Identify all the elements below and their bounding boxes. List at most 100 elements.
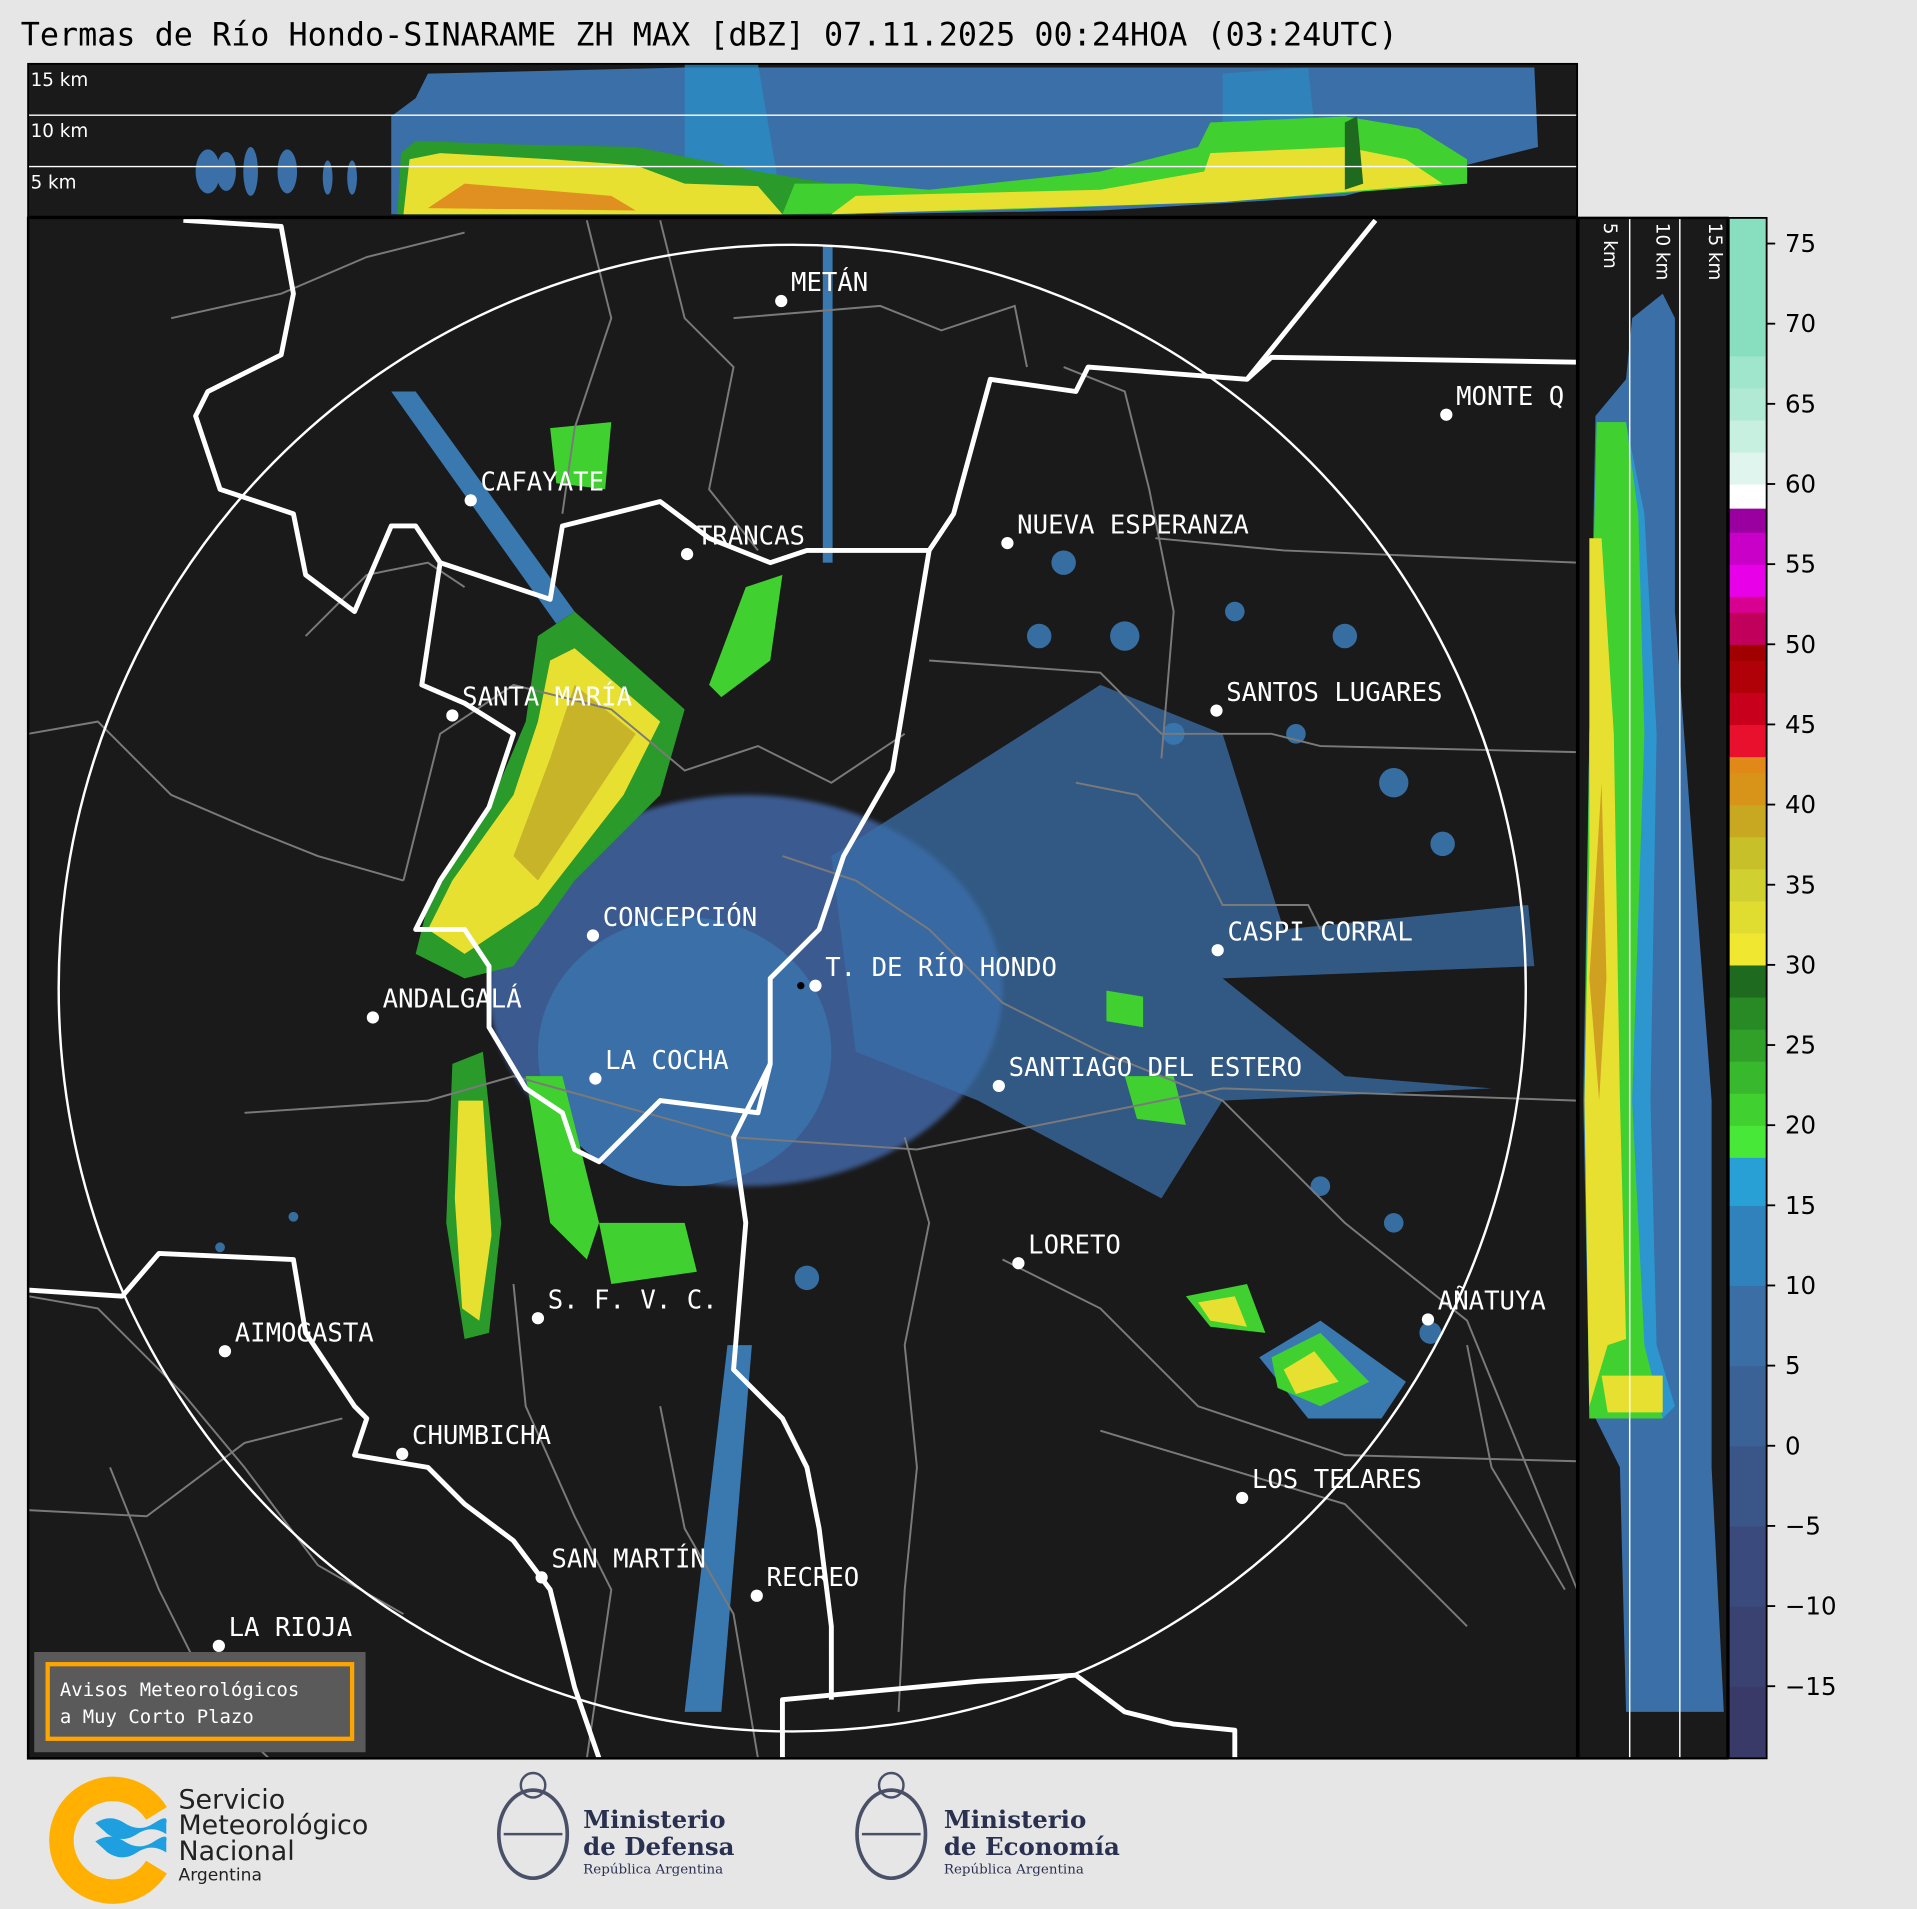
city-label: LORETO bbox=[1028, 1230, 1121, 1260]
city-label: LA RIOJA bbox=[229, 1613, 353, 1643]
city-marker: T. DE RÍO HONDO bbox=[809, 951, 1057, 992]
colorbar-segment bbox=[1728, 419, 1767, 453]
colorbar-tick-label: 45 bbox=[1785, 710, 1816, 739]
colorbar-segment bbox=[1728, 564, 1767, 597]
colorbar-tick-label: −15 bbox=[1785, 1672, 1837, 1701]
figure-title: Termas de Río Hondo-SINARAME ZH MAX [dBZ… bbox=[21, 18, 1398, 54]
city-dot-icon bbox=[775, 294, 788, 308]
colorbar-tick-label: 35 bbox=[1785, 870, 1816, 899]
colorbar-tick-label: 60 bbox=[1785, 470, 1816, 499]
city-dot-icon bbox=[992, 1079, 1005, 1093]
colorbar-segment bbox=[1728, 660, 1767, 693]
colorbar bbox=[1728, 217, 1767, 1759]
city-marker: AÑATUYA bbox=[1421, 1285, 1546, 1326]
colorbar-segment bbox=[1728, 996, 1767, 1030]
coat-of-arms-icon bbox=[855, 1788, 928, 1880]
smn-logo-text: Servicio bbox=[178, 1784, 285, 1815]
city-label: LOS TELARES bbox=[1252, 1465, 1422, 1495]
city-dot-icon bbox=[680, 547, 694, 561]
city-marker: METÁN bbox=[775, 266, 868, 308]
city-label: ANDALGALÁ bbox=[383, 983, 522, 1015]
economia-logo-text: República Argentina bbox=[944, 1862, 1084, 1877]
colorbar-tick-label: 5 bbox=[1785, 1351, 1801, 1380]
city-marker: AIMOGASTA bbox=[218, 1318, 374, 1358]
colorbar-tick-label: 75 bbox=[1785, 229, 1816, 258]
smn-logo: Servicio Meteorológico Nacional Argentin… bbox=[49, 1776, 368, 1904]
colorbar-segment bbox=[1728, 532, 1767, 565]
colorbar-segment bbox=[1728, 1365, 1767, 1447]
colorbar-tick-label: 25 bbox=[1785, 1031, 1816, 1060]
smn-logo-text: Argentina bbox=[178, 1866, 261, 1886]
city-dot-icon bbox=[218, 1345, 232, 1358]
city-dot-icon bbox=[1012, 1257, 1025, 1270]
city-label: AIMOGASTA bbox=[235, 1318, 374, 1348]
city-dot-icon bbox=[1211, 944, 1224, 957]
city-labels: METÁN MONTE Q CAFAYATE TRANCAS NUEVA ESPERAN… bbox=[212, 266, 1564, 1652]
top-cross-section: 15 km 10 km 5 km bbox=[28, 63, 1578, 217]
city-label: SAN MARTÍN bbox=[551, 1543, 705, 1575]
ministerio-economia-logo: Ministerio de Economía República Argenti… bbox=[855, 1771, 1120, 1880]
defensa-logo-text: de Defensa bbox=[583, 1832, 734, 1861]
city-marker: S. F. V. C. bbox=[531, 1285, 718, 1325]
city-label: CHUMBICHA bbox=[412, 1421, 551, 1451]
colorbar-segment bbox=[1728, 1686, 1767, 1759]
city-marker: MONTE Q bbox=[1440, 382, 1564, 421]
defensa-logo-text: República Argentina bbox=[583, 1862, 723, 1877]
colorbar-segment bbox=[1728, 1125, 1767, 1158]
colorbar-segment bbox=[1728, 836, 1767, 870]
colorbar-tick-label: 55 bbox=[1785, 550, 1816, 579]
city-label: CAFAYATE bbox=[480, 468, 604, 498]
city-dot-icon bbox=[750, 1589, 763, 1602]
city-dot-icon bbox=[535, 1571, 548, 1584]
city-marker: CHUMBICHA bbox=[396, 1421, 551, 1461]
colorbar-tick-label: 30 bbox=[1785, 950, 1816, 979]
colorbar-segment bbox=[1728, 451, 1767, 485]
colorbar-segment bbox=[1728, 756, 1767, 774]
colorbar-segment bbox=[1728, 596, 1767, 613]
city-marker: TRANCAS bbox=[680, 521, 805, 561]
colorbar-segment bbox=[1728, 724, 1767, 758]
colorbar-tick-label: 15 bbox=[1785, 1191, 1816, 1220]
colorbar-segment bbox=[1728, 692, 1767, 726]
city-dot-icon bbox=[366, 1011, 379, 1024]
city-dot-icon bbox=[1001, 536, 1014, 550]
colorbar-segment bbox=[1728, 644, 1767, 661]
city-label: SANTIAGO DEL ESTERO bbox=[1009, 1053, 1302, 1083]
city-marker: CAFAYATE bbox=[464, 468, 604, 507]
smn-logo-text: Nacional bbox=[178, 1836, 294, 1867]
colorbar-segment bbox=[1728, 508, 1767, 533]
colorbar-segment bbox=[1728, 1028, 1767, 1062]
colorbar-segment bbox=[1728, 932, 1767, 966]
colorbar-segment bbox=[1728, 900, 1767, 934]
colorbar-tick-label: 40 bbox=[1785, 790, 1816, 819]
alerts-button-line1: Avisos Meteorológicos bbox=[60, 1679, 299, 1701]
city-label: RECREO bbox=[767, 1563, 860, 1593]
radar-echoes bbox=[215, 244, 1535, 1712]
city-marker: SANTOS LUGARES bbox=[1210, 678, 1442, 717]
colorbar-segment bbox=[1728, 1093, 1767, 1126]
city-label: CONCEPCIÓN bbox=[603, 901, 757, 933]
colorbar-segment bbox=[1728, 772, 1767, 806]
department-boundaries bbox=[28, 220, 1578, 1759]
city-marker: LA COCHA bbox=[589, 1046, 729, 1085]
city-marker: SANTA MARÍA bbox=[446, 681, 632, 722]
range-ring bbox=[57, 243, 1527, 1733]
city-dot-icon bbox=[212, 1639, 225, 1652]
colorbar-segment bbox=[1728, 964, 1767, 998]
city-marker: ANDALGALÁ bbox=[366, 983, 522, 1024]
alerts-button[interactable]: Avisos Meteorológicos a Muy Corto Plazo bbox=[34, 1651, 366, 1753]
colorbar-segment bbox=[1728, 1285, 1767, 1367]
height-label: 10 km bbox=[1652, 223, 1673, 281]
city-marker: LA RIOJA bbox=[212, 1613, 353, 1652]
colorbar-tick-label: 20 bbox=[1785, 1111, 1816, 1140]
colorbar-tick-label: 10 bbox=[1785, 1271, 1816, 1300]
alerts-button-line2: a Muy Corto Plazo bbox=[60, 1706, 254, 1728]
coat-of-arms-icon bbox=[496, 1788, 570, 1880]
city-dot-icon bbox=[1440, 408, 1453, 421]
colorbar-segment bbox=[1728, 868, 1767, 902]
economia-logo-text: de Economía bbox=[944, 1832, 1120, 1861]
height-label: 15 km bbox=[31, 70, 89, 91]
city-marker: SANTIAGO DEL ESTERO bbox=[992, 1053, 1302, 1093]
city-dot-icon bbox=[396, 1447, 409, 1461]
